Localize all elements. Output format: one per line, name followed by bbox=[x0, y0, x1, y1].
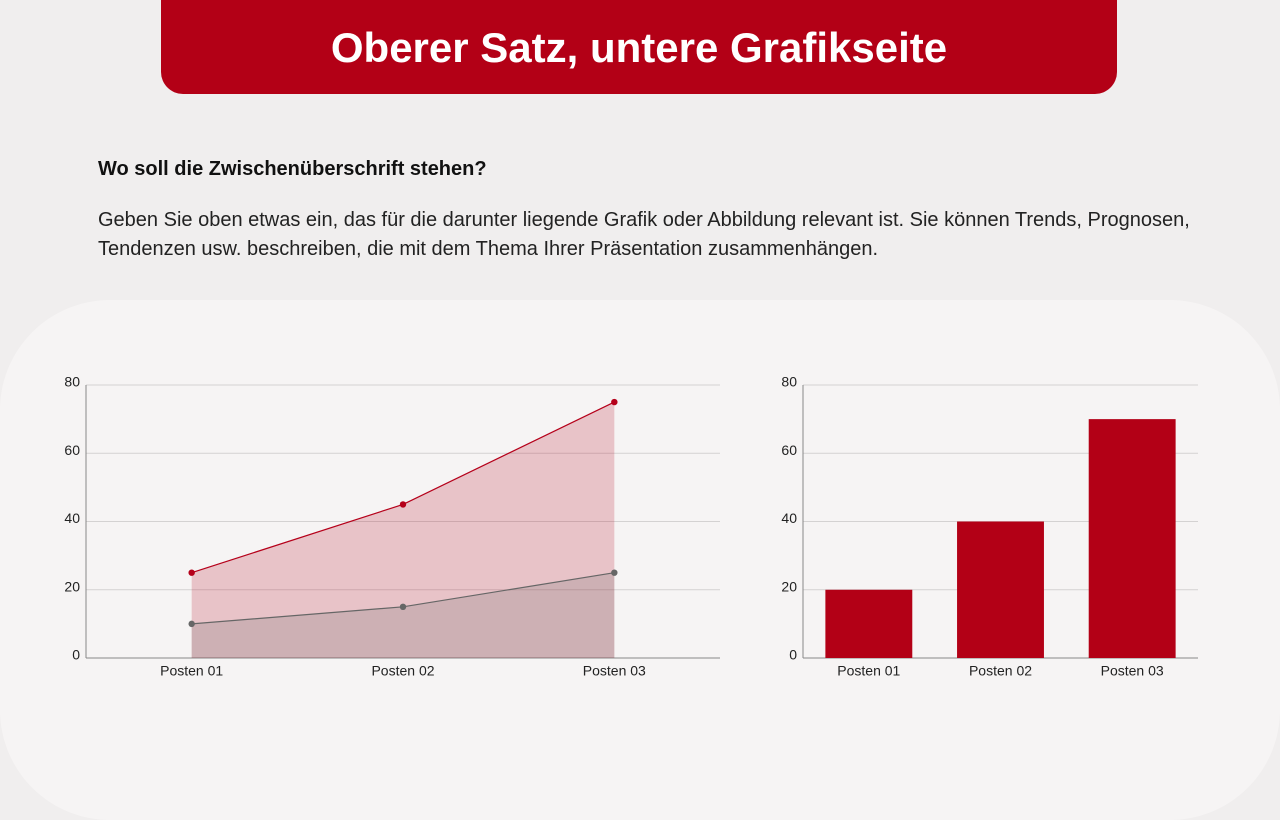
area bbox=[191, 402, 615, 658]
point bbox=[399, 603, 407, 611]
bar bbox=[957, 521, 1044, 658]
point bbox=[188, 569, 195, 576]
y-tick-label: 0 bbox=[789, 647, 797, 663]
point bbox=[611, 398, 618, 406]
bar bbox=[1088, 419, 1176, 658]
area bbox=[191, 572, 615, 658]
body-text: Geben Sie oben etwas ein, das für die da… bbox=[98, 209, 1190, 260]
point bbox=[399, 501, 407, 508]
y-tick-label: 20 bbox=[781, 578, 797, 594]
y-tick-label: 60 bbox=[781, 442, 797, 458]
point bbox=[188, 620, 195, 628]
x-tick-label: Posten 03 bbox=[1101, 663, 1164, 679]
subtitle: Wo soll die Zwischenüberschrift stehen? bbox=[98, 158, 487, 180]
x-tick-label: Posten 01 bbox=[837, 663, 900, 679]
x-tick-label: Posten 02 bbox=[969, 663, 1032, 679]
x-tick-label: Posten 01 bbox=[160, 663, 223, 679]
title: Oberer Satz, untere Grafikseite bbox=[161, 0, 1117, 94]
y-tick-label: 80 bbox=[781, 374, 797, 390]
y-tick-label: 80 bbox=[64, 374, 80, 390]
y-tick-label: 40 bbox=[781, 510, 797, 526]
y-tick-label: 60 bbox=[64, 442, 80, 458]
x-tick-label: Posten 03 bbox=[583, 663, 646, 679]
y-tick-label: 20 bbox=[64, 578, 80, 594]
charts: 0 20 40 60 80 Posten 01 Posten 02 Posten 03 0 20 4… bbox=[64, 374, 1198, 679]
y-tick-label: 40 bbox=[64, 510, 80, 526]
y-tick-label: 0 bbox=[72, 647, 80, 663]
point bbox=[611, 569, 618, 576]
slide: Oberer Satz, untere Grafikseite Wo soll … bbox=[64, 0, 1198, 679]
bar bbox=[825, 589, 913, 658]
x-tick-label: Posten 02 bbox=[371, 663, 434, 679]
